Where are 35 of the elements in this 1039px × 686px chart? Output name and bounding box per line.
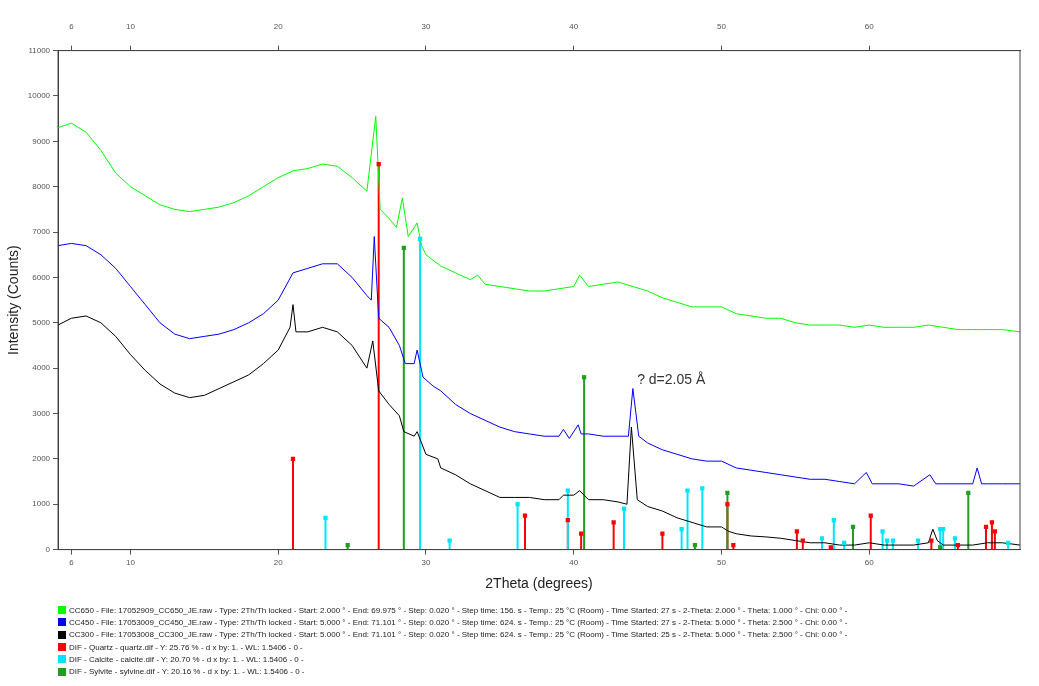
x2-tick-label: 40 [569, 22, 579, 31]
x-tick-label: 50 [717, 557, 727, 567]
x2-tick-label: 60 [864, 22, 875, 31]
y-tick-label: 9000 [32, 136, 51, 146]
y-tick-label: 7000 [32, 227, 51, 237]
y-tick-label: 1000 [32, 499, 51, 509]
x2-tick-label: 30 [421, 22, 431, 31]
x2-tick-label: 20 [273, 22, 284, 31]
y-axis-title: Intensity (Counts) [5, 245, 22, 355]
legend-label: DIF - Calcite - calcite.dif - Y: 20.70 % - d x by: 1. - WL: 1.5406 - 0 - [69, 654, 304, 664]
annotation: ? d=2.05 Å [637, 370, 706, 387]
x-axis-title: 2Theta (degrees) [485, 575, 593, 592]
x-tick-label: 30 [421, 557, 431, 567]
x2-tick-label: 6 [69, 22, 75, 31]
y-tick-label: 3000 [32, 408, 51, 418]
x2-tick-label: 50 [717, 22, 727, 31]
y-tick-label: 11000 [28, 45, 51, 55]
x-tick-label: 20 [273, 557, 284, 567]
y-tick-label: 4000 [32, 363, 51, 373]
x-tick-label: 10 [126, 557, 136, 567]
y-tick-label: 0 [45, 544, 51, 554]
legend-label: DIF - Sylvite - sylvine.dif - Y: 20.16 % - d x by: 1. - WL: 1.5406 - 0 - [69, 667, 305, 677]
y-tick-label: 6000 [32, 272, 51, 282]
legend-label: CC300 - File: 17053008_CC300_JE.raw - Type: 2Th/Th locked - Start: 5.000 ° - End: 71.101 ° - Step: 0.020 ° - Step time: 624. s - Temp.: 25 °C (Room) - Time Started: 25 s - 2-Theta: 5.000 ° - Theta: 2.500 ° - Chi: 0.00 ° - [69, 630, 848, 640]
y-tick-label: 10000 [27, 91, 51, 101]
legend-label: CC450 - File: 17053009_CC450_JE.raw - Type: 2Th/Th locked - Start: 5.000 ° - End: 71.101 ° - Step: 0.020 ° - Step time: 624. s - Temp.: 25 °C (Room) - Time Started: 27 s - 2-Theta: 5.000 ° - Theta: 2.500 ° - Chi: 0.00 ° - [69, 617, 848, 627]
y-tick-label: 8000 [32, 181, 51, 191]
x-tick-label: 40 [569, 557, 579, 567]
x2-tick-label: 10 [126, 22, 136, 31]
y-tick-label: 5000 [32, 317, 51, 327]
legend-label: DIF - Quartz - quartz.dif - Y: 25.76 % - d x by: 1. - WL: 1.5406 - 0 - [69, 642, 303, 652]
legend-label: CC650 - File: 17052909_CC650_JE.raw - Type: 2Th/Th locked - Start: 2.000 ° - End: 69.975 ° - Step: 0.020 ° - Step time: 156. s - Temp.: 25 °C (Room) - Time Started: 27 s - 2-Theta: 2.000 ° - Theta: 1.000 ° - Chi: 0.00 ° - [69, 605, 848, 615]
x-tick-label: 6 [69, 557, 75, 567]
x-tick-label: 60 [864, 557, 875, 567]
y-tick-label: 2000 [32, 454, 51, 464]
